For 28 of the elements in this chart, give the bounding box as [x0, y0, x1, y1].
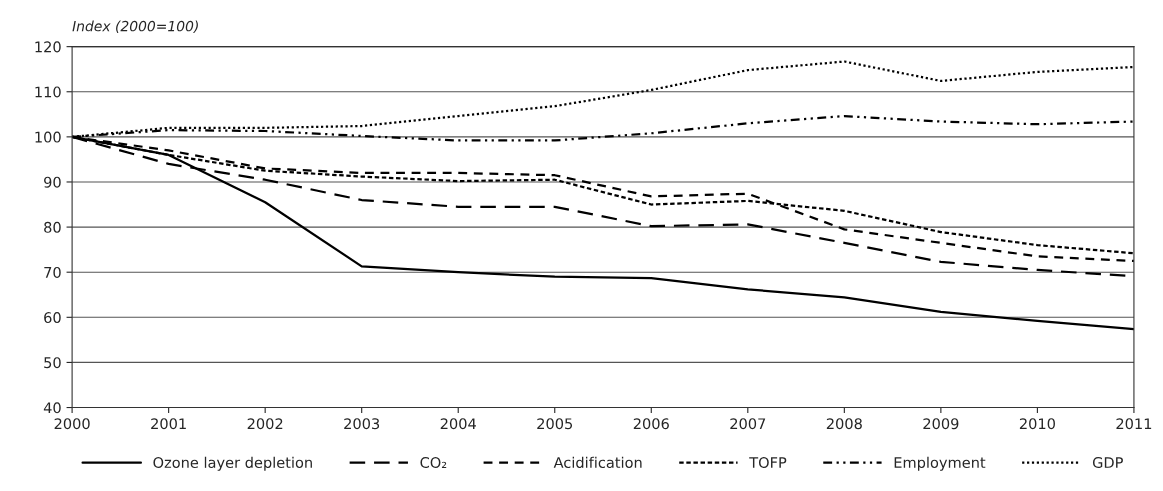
legend-label: TOFP — [749, 457, 787, 469]
x-tick-label: 2002 — [247, 418, 283, 430]
x-tick-label: 2009 — [923, 418, 959, 430]
y-axis-title: Index (2000=100) — [72, 20, 198, 33]
legend-label: GDP — [1092, 457, 1123, 469]
x-tick-label: 2004 — [440, 418, 476, 430]
y-tick-label: 120 — [35, 41, 61, 53]
legend-label: Employment — [894, 456, 986, 471]
x-tick-label: 2000 — [54, 418, 90, 430]
y-tick-label: 40 — [43, 402, 61, 414]
y-tick-label: 110 — [35, 86, 61, 98]
x-tick-label: 2001 — [151, 418, 186, 430]
x-tick-label: 2005 — [537, 418, 573, 430]
x-tick-label: 2008 — [826, 418, 862, 430]
x-tick-label: 2006 — [633, 418, 669, 430]
x-tick-label: 2007 — [730, 418, 766, 430]
legend-label: Acidification — [553, 456, 642, 469]
y-tick-label: 80 — [44, 221, 61, 233]
x-tick-label: 2011 — [1116, 418, 1152, 430]
y-tick-label: 70 — [44, 266, 61, 278]
y-tick-label: 100 — [35, 131, 61, 143]
y-tick-label: 60 — [44, 312, 61, 324]
y-tick-label: 50 — [44, 357, 61, 369]
legend-label: CO₂ — [420, 457, 447, 469]
legend-label: Ozone layer depletion — [153, 456, 312, 471]
x-tick-label: 2010 — [1019, 418, 1055, 430]
x-tick-label: 2003 — [344, 418, 380, 430]
y-tick-label: 90 — [44, 176, 61, 188]
